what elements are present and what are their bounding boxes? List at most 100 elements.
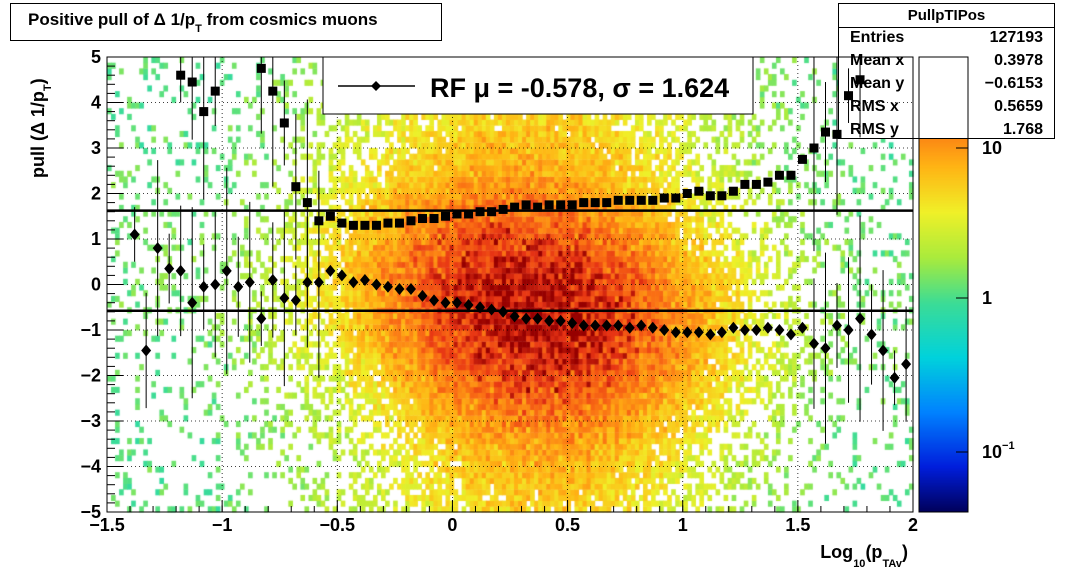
data-point-diamond <box>832 319 843 332</box>
data-point-square <box>625 195 635 205</box>
data-point-diamond <box>889 371 900 384</box>
data-point-diamond <box>532 312 543 325</box>
stats-row-rms-x: RMS x 0.5659 <box>850 98 1043 115</box>
data-point-diamond <box>244 276 255 289</box>
data-point-diamond <box>325 264 336 277</box>
data-point-diamond <box>152 242 163 255</box>
data-point-square <box>441 211 451 221</box>
y-tick-label: 1 <box>91 229 101 249</box>
data-point-square <box>774 170 784 180</box>
data-point-square <box>452 209 462 219</box>
colorbar-label: 1 <box>982 288 992 308</box>
data-point-diamond <box>256 312 267 325</box>
data-point-square <box>268 86 278 96</box>
data-point-square <box>487 207 497 217</box>
data-point-square <box>510 202 520 212</box>
data-point-square <box>394 218 404 228</box>
data-point-diamond <box>716 326 727 339</box>
data-point-diamond <box>267 273 278 286</box>
data-point-square <box>613 195 623 205</box>
data-point-square <box>648 195 658 205</box>
data-point-square <box>556 200 566 210</box>
data-point-square <box>533 202 543 212</box>
data-point-square <box>682 189 692 198</box>
y-tick-label: 2 <box>91 184 101 204</box>
y-tick-label: 0 <box>91 275 101 295</box>
legend-marker <box>371 81 381 91</box>
y-tick-label: 3 <box>91 138 101 158</box>
data-point-square <box>406 216 416 226</box>
data-point-diamond <box>762 321 773 334</box>
data-point-diamond <box>670 326 681 339</box>
legend-label: RF μ = -0.578, σ = 1.624 <box>430 73 729 103</box>
x-tick-label: −1 <box>212 515 233 535</box>
data-point-diamond <box>486 303 497 316</box>
data-point-diamond <box>210 278 221 291</box>
x-tick-label: −1.5 <box>89 515 125 535</box>
data-point-diamond <box>429 294 440 307</box>
y-tick-label: 4 <box>91 93 101 113</box>
data-point-diamond <box>624 321 635 334</box>
data-point-square <box>360 220 370 230</box>
data-point-square <box>498 204 508 214</box>
data-point-diamond <box>279 292 290 305</box>
stats-row-entries: Entries 127193 <box>850 29 1043 46</box>
data-point-square <box>521 200 531 210</box>
data-point-square <box>302 198 312 208</box>
data-point-square <box>636 195 646 205</box>
data-point-square <box>256 63 266 73</box>
data-point-diamond <box>693 326 704 339</box>
y-tick-label: −1 <box>80 320 101 340</box>
data-point-square <box>544 200 554 210</box>
data-point-square <box>671 193 681 203</box>
data-point-square <box>694 186 704 196</box>
data-point-square <box>855 75 865 85</box>
data-point-diamond <box>878 344 889 357</box>
stats-row-mean-x: Mean x 0.3978 <box>850 52 1043 69</box>
x-axis-title: Log10(pTAv) <box>820 542 908 568</box>
data-point-diamond <box>820 342 831 355</box>
data-point-diamond <box>371 278 382 291</box>
data-point-diamond <box>452 296 463 309</box>
data-point-diamond <box>164 262 175 275</box>
data-point-diamond <box>739 324 750 336</box>
data-point-square <box>464 209 474 219</box>
chart-title: Positive pull of Δ 1/pT from cosmics muo… <box>28 10 378 35</box>
data-point-square <box>187 77 197 87</box>
data-point-square <box>579 198 589 208</box>
data-point-square <box>797 154 807 164</box>
data-point-diamond <box>636 319 647 332</box>
data-point-square <box>740 179 750 189</box>
data-point-diamond <box>555 314 566 327</box>
data-point-diamond <box>590 319 601 332</box>
data-point-square <box>176 70 186 80</box>
y-tick-label: 5 <box>91 47 101 67</box>
stats-title: PullpTIPos <box>907 7 986 24</box>
data-point-square <box>314 216 324 226</box>
data-point-square <box>809 143 819 153</box>
data-point-square <box>751 179 761 189</box>
data-point-diamond <box>647 321 658 334</box>
data-point-square <box>371 220 381 230</box>
data-point-diamond <box>521 312 532 325</box>
data-point-diamond <box>785 328 796 341</box>
data-point-diamond <box>728 321 739 334</box>
colorbar-label: 10−1 <box>982 440 1015 462</box>
data-point-diamond <box>774 324 785 336</box>
data-point-square <box>291 182 301 192</box>
data-point-square <box>567 200 577 210</box>
y-tick-label: −3 <box>80 411 101 431</box>
data-point-diamond <box>440 296 451 309</box>
data-point-diamond <box>348 276 359 289</box>
data-point-diamond <box>417 289 428 302</box>
x-tick-label: 1 <box>678 515 688 535</box>
data-point-square <box>325 211 335 221</box>
data-point-diamond <box>475 301 486 314</box>
data-point-diamond <box>313 276 324 289</box>
data-point-diamond <box>855 312 866 325</box>
data-point-diamond <box>187 296 198 309</box>
data-point-square <box>728 186 738 196</box>
data-point-square <box>337 218 347 228</box>
data-point-diamond <box>175 264 186 277</box>
